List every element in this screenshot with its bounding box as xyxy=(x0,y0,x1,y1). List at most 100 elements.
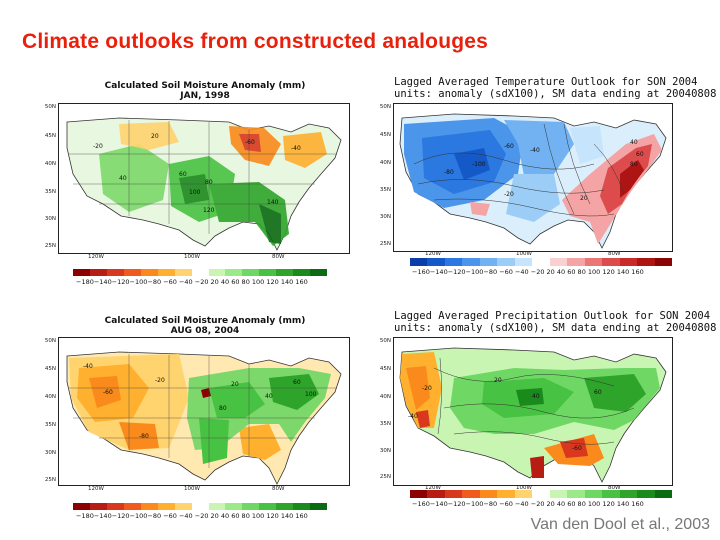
wet-anomaly-regions xyxy=(187,368,331,464)
contour-label: -60 xyxy=(504,143,514,150)
panel-title-line2: units: anomaly (sdX100), SM data ending … xyxy=(394,322,717,334)
colorbar-ticks: −180−140−120−100−80 −60 −40 −20 20 40 60… xyxy=(76,512,308,520)
x-label: 120W xyxy=(88,486,104,492)
colorbar-swatch xyxy=(619,490,638,498)
colorbar-swatch xyxy=(293,269,311,276)
colorbar-swatch xyxy=(259,503,277,510)
contour-label: -80 xyxy=(444,169,454,176)
colorbar-swatch xyxy=(410,258,428,266)
colorbar-swatch xyxy=(276,503,294,510)
y-label: 35N xyxy=(44,189,56,195)
colorbar-swatch xyxy=(410,490,428,498)
colorbar-swatch xyxy=(619,258,638,266)
contour-label: 60 xyxy=(179,171,187,178)
colorbar-swatch xyxy=(514,490,533,498)
colorbar-swatch xyxy=(225,269,243,276)
colorbar-swatch xyxy=(549,490,568,498)
y-label: 45N xyxy=(379,366,391,372)
state-boundaries xyxy=(69,354,337,468)
colorbar-swatch xyxy=(584,490,603,498)
y-label: 25N xyxy=(44,477,56,483)
y-label: 50N xyxy=(379,338,391,344)
panel-title: Lagged Averaged Temperature Outlook for … xyxy=(394,76,716,100)
contour-labels: -60 -40 -80 -100 -20 20 40 60 80 xyxy=(444,139,644,202)
contour-labels: -40 -60 -20 20 40 60 80 -80 100 xyxy=(83,363,317,440)
contour-labels: -20 -40 60 80 100 120 140 -60 20 40 xyxy=(93,133,301,214)
colorbar-swatch xyxy=(584,258,603,266)
contour-label: 140 xyxy=(267,199,279,206)
y-label: 25N xyxy=(379,474,391,480)
contour-label: -60 xyxy=(245,139,255,146)
contour-label: 20 xyxy=(494,377,502,384)
colorbar-swatch xyxy=(549,258,568,266)
contour-label: 80 xyxy=(205,179,213,186)
contour-label: 20 xyxy=(231,381,239,388)
colorbar-swatch xyxy=(514,258,533,266)
colorbar xyxy=(73,503,328,510)
colorbar-swatch xyxy=(225,503,243,510)
colorbar-swatch xyxy=(174,269,192,276)
colorbar-swatch xyxy=(123,269,141,276)
contour-label: 100 xyxy=(189,189,201,196)
colorbar-swatch xyxy=(602,490,620,498)
y-label: 45N xyxy=(44,366,56,372)
y-label: 50N xyxy=(379,104,391,110)
colorbar-swatch xyxy=(191,269,209,276)
y-label: 40N xyxy=(379,394,391,400)
contour-label: 20 xyxy=(151,133,159,140)
map-precip-son: -20 20 40 -40 60 -60 xyxy=(393,337,673,486)
contour-label: -20 xyxy=(155,377,165,384)
colorbar-swatch xyxy=(427,490,445,498)
colorbar-swatch xyxy=(106,503,124,510)
y-label: 30N xyxy=(44,450,56,456)
panel-title-line2: units: anomaly (sdX100), SM data ending … xyxy=(394,88,717,100)
colorbar xyxy=(410,258,673,266)
colorbar-swatch xyxy=(654,490,673,498)
colorbar-swatch xyxy=(106,269,124,276)
y-label: 50N xyxy=(44,338,56,344)
y-label: 40N xyxy=(44,161,56,167)
colorbar-swatch xyxy=(479,258,498,266)
colorbar-swatch xyxy=(140,503,158,510)
panel-title-line2: AUG 08, 2004 xyxy=(170,326,240,336)
citation-credit: Van den Dool et al., 2003 xyxy=(530,516,710,533)
colorbar-swatch xyxy=(567,490,585,498)
colorbar-swatch xyxy=(637,258,655,266)
panel-title: Lagged Averaged Precipitation Outlook fo… xyxy=(394,310,716,334)
map-soil-jan: -20 -40 60 80 100 120 140 -60 20 40 xyxy=(58,103,350,254)
contour-label: 80 xyxy=(630,161,638,168)
x-label: 100W xyxy=(516,485,532,491)
colorbar-swatch xyxy=(174,503,192,510)
colorbar-ticks: −160−140−120−100−80 −60 −40 −20 20 40 60… xyxy=(412,268,644,276)
colorbar-swatch xyxy=(276,269,294,276)
dry-anomaly-regions xyxy=(119,122,327,168)
y-label: 40N xyxy=(379,160,391,166)
colorbar-swatch xyxy=(567,258,585,266)
contour-label: 40 xyxy=(119,175,127,182)
contour-label: -20 xyxy=(422,385,432,392)
map-svg: -20 20 40 -40 60 -60 xyxy=(399,347,667,483)
x-label: 120W xyxy=(88,254,104,260)
contour-label: 80 xyxy=(219,405,227,412)
panel-title-line1: Calculated Soil Moisture Anomaly (mm) xyxy=(104,81,306,91)
x-label: 100W xyxy=(184,254,200,260)
y-label: 45N xyxy=(379,132,391,138)
contour-label: 120 xyxy=(203,207,215,214)
y-label: 25N xyxy=(379,241,391,247)
x-label: 100W xyxy=(516,251,532,257)
colorbar-swatch xyxy=(602,258,620,266)
colorbar-swatch xyxy=(157,503,175,510)
colorbar-swatch xyxy=(427,258,445,266)
contour-label: 40 xyxy=(265,393,273,400)
contour-label: -40 xyxy=(408,413,418,420)
warm-anomaly-regions xyxy=(470,134,662,244)
contour-label: -20 xyxy=(93,143,103,150)
contour-label: 60 xyxy=(594,389,602,396)
panel-title: Calculated Soil Moisture Anomaly (mm) AU… xyxy=(70,316,340,336)
panel-title: Calculated Soil Moisture Anomaly (mm) JA… xyxy=(70,81,340,101)
contour-label: 20 xyxy=(580,195,588,202)
x-label: 80W xyxy=(272,254,285,260)
map-svg: -40 -60 -20 20 40 60 80 -80 100 xyxy=(66,351,342,485)
y-label: 35N xyxy=(379,421,391,427)
y-label: 45N xyxy=(44,133,56,139)
